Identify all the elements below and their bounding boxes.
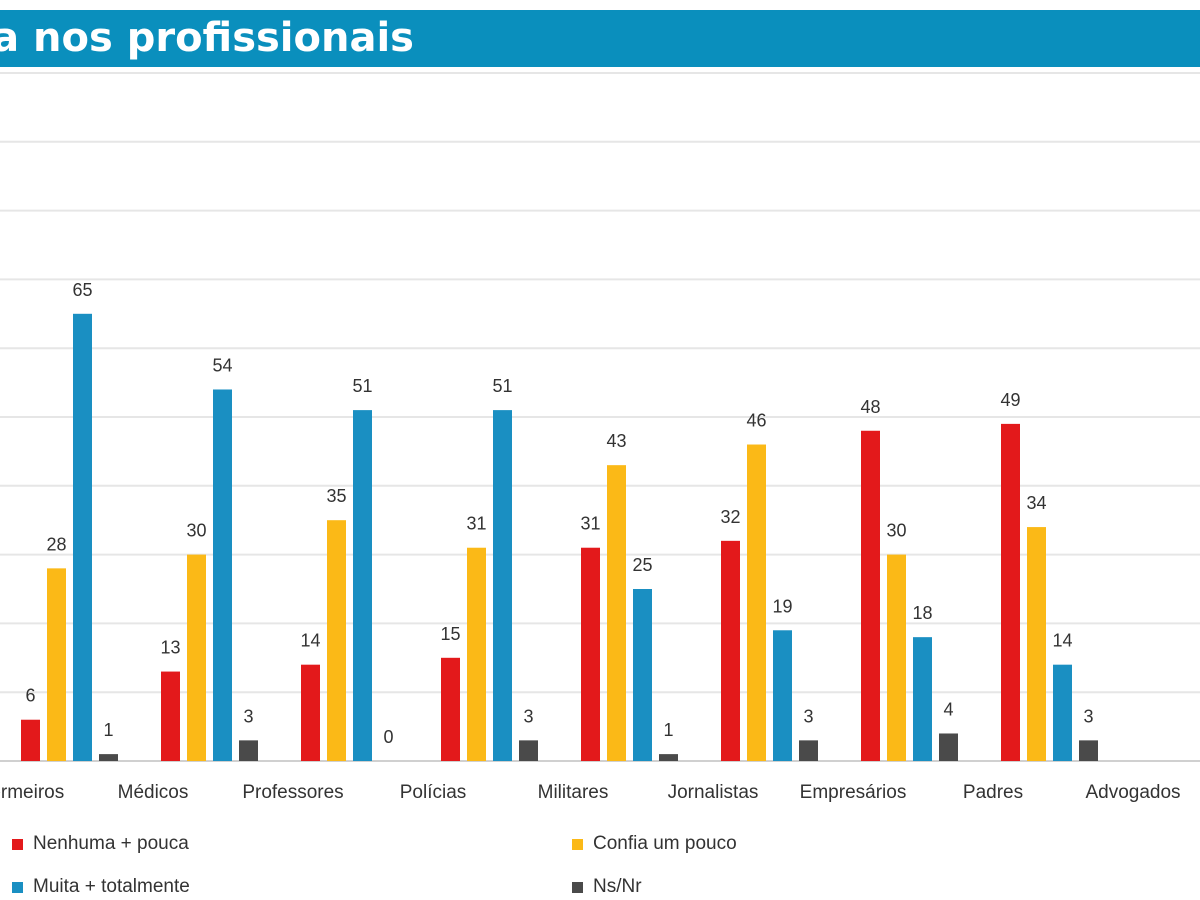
data-label: 35 (326, 486, 346, 506)
data-labels: 2470262865113305431435510153151331432513… (25, 280, 1093, 747)
bar (353, 410, 372, 761)
bar (913, 637, 932, 761)
legend-item-muita-totalmente: Muita + totalmente (12, 876, 190, 898)
data-label: 14 (300, 631, 320, 651)
data-label: 0 (383, 727, 393, 747)
data-label: 19 (772, 596, 792, 616)
data-label: 31 (466, 514, 486, 534)
legend-swatch (572, 881, 583, 893)
bar (21, 719, 40, 761)
legend-item-nenhuma-pouca: Nenhuma + pouca (12, 833, 189, 855)
bar (799, 740, 818, 761)
legend: Nenhuma + pouca Confia um pouco Muita + … (0, 826, 1200, 900)
legend-swatch (12, 881, 23, 893)
bar (441, 657, 460, 761)
bar (633, 589, 652, 761)
legend-item-ns-nr: Ns/Nr (572, 876, 642, 898)
data-label: 3 (523, 706, 533, 726)
bar (1079, 740, 1098, 761)
data-label: 3 (243, 706, 253, 726)
data-label: 15 (440, 624, 460, 644)
legend-label: Ns/Nr (593, 876, 642, 897)
bar (607, 465, 626, 761)
legend-label: Nenhuma + pouca (33, 833, 189, 854)
category-label: Polícias (400, 782, 467, 803)
title-banner: Confiança nos profissionais (0, 10, 1200, 67)
data-label: 48 (860, 397, 880, 417)
data-label: 1 (103, 720, 113, 740)
category-label: Militares (538, 782, 609, 803)
data-label: 54 (212, 355, 232, 375)
data-label: 51 (492, 376, 512, 396)
bar (213, 389, 232, 761)
data-label: 1 (663, 720, 673, 740)
bar (327, 520, 346, 761)
bar (1001, 423, 1020, 761)
bar-chart: 2470262865113305431435510153151331432513… (0, 72, 1200, 803)
data-label: 28 (46, 534, 66, 554)
legend-label: Confia um pouco (593, 833, 737, 854)
data-label: 25 (632, 555, 652, 575)
category-label: Advogados (1085, 782, 1180, 803)
data-label: 13 (160, 638, 180, 658)
category-labels: Enfermeiros Médicos Professores Polícias Mil… (0, 782, 1181, 803)
legend-label: Muita + totalmente (33, 876, 190, 897)
bar (659, 754, 678, 761)
bar (773, 630, 792, 761)
bar (721, 540, 740, 761)
category-label: Jornalistas (668, 782, 759, 803)
data-label: 31 (580, 514, 600, 534)
bar (1027, 527, 1046, 761)
bar (493, 410, 512, 761)
bar (187, 554, 206, 761)
category-label: Empresários (800, 782, 907, 803)
bar (47, 568, 66, 761)
data-label: 46 (746, 411, 766, 431)
data-label: 14 (1052, 631, 1072, 651)
category-label: Enfermeiros (0, 782, 64, 803)
bar (519, 740, 538, 761)
data-label: 30 (186, 521, 206, 541)
data-label: 49 (1000, 390, 1020, 410)
category-label: Médicos (118, 782, 189, 803)
bar (73, 313, 92, 761)
data-label: 3 (803, 706, 813, 726)
legend-item-confia-pouco: Confia um pouco (572, 833, 737, 855)
data-label: 43 (606, 431, 626, 451)
page-title: Confiança nos profissionais (0, 15, 414, 61)
data-label: 3 (1083, 706, 1093, 726)
data-label: 6 (25, 686, 35, 706)
data-label: 30 (886, 521, 906, 541)
bar (747, 444, 766, 761)
legend-swatch (572, 838, 583, 850)
legend-swatch (12, 838, 23, 850)
bars (21, 313, 1098, 761)
category-label: Padres (963, 782, 1023, 803)
bar (99, 754, 118, 761)
bar (239, 740, 258, 761)
data-label: 4 (943, 699, 953, 719)
bar (301, 664, 320, 761)
data-label: 51 (352, 376, 372, 396)
data-label: 65 (72, 280, 92, 300)
category-label: Professores (242, 782, 343, 803)
data-label: 18 (912, 603, 932, 623)
bar (861, 430, 880, 761)
bar (581, 547, 600, 761)
data-label: 34 (1026, 493, 1046, 513)
bar (467, 547, 486, 761)
bar (161, 671, 180, 761)
bar (887, 554, 906, 761)
bar (939, 733, 958, 761)
bar (1053, 664, 1072, 761)
data-label: 32 (720, 507, 740, 527)
